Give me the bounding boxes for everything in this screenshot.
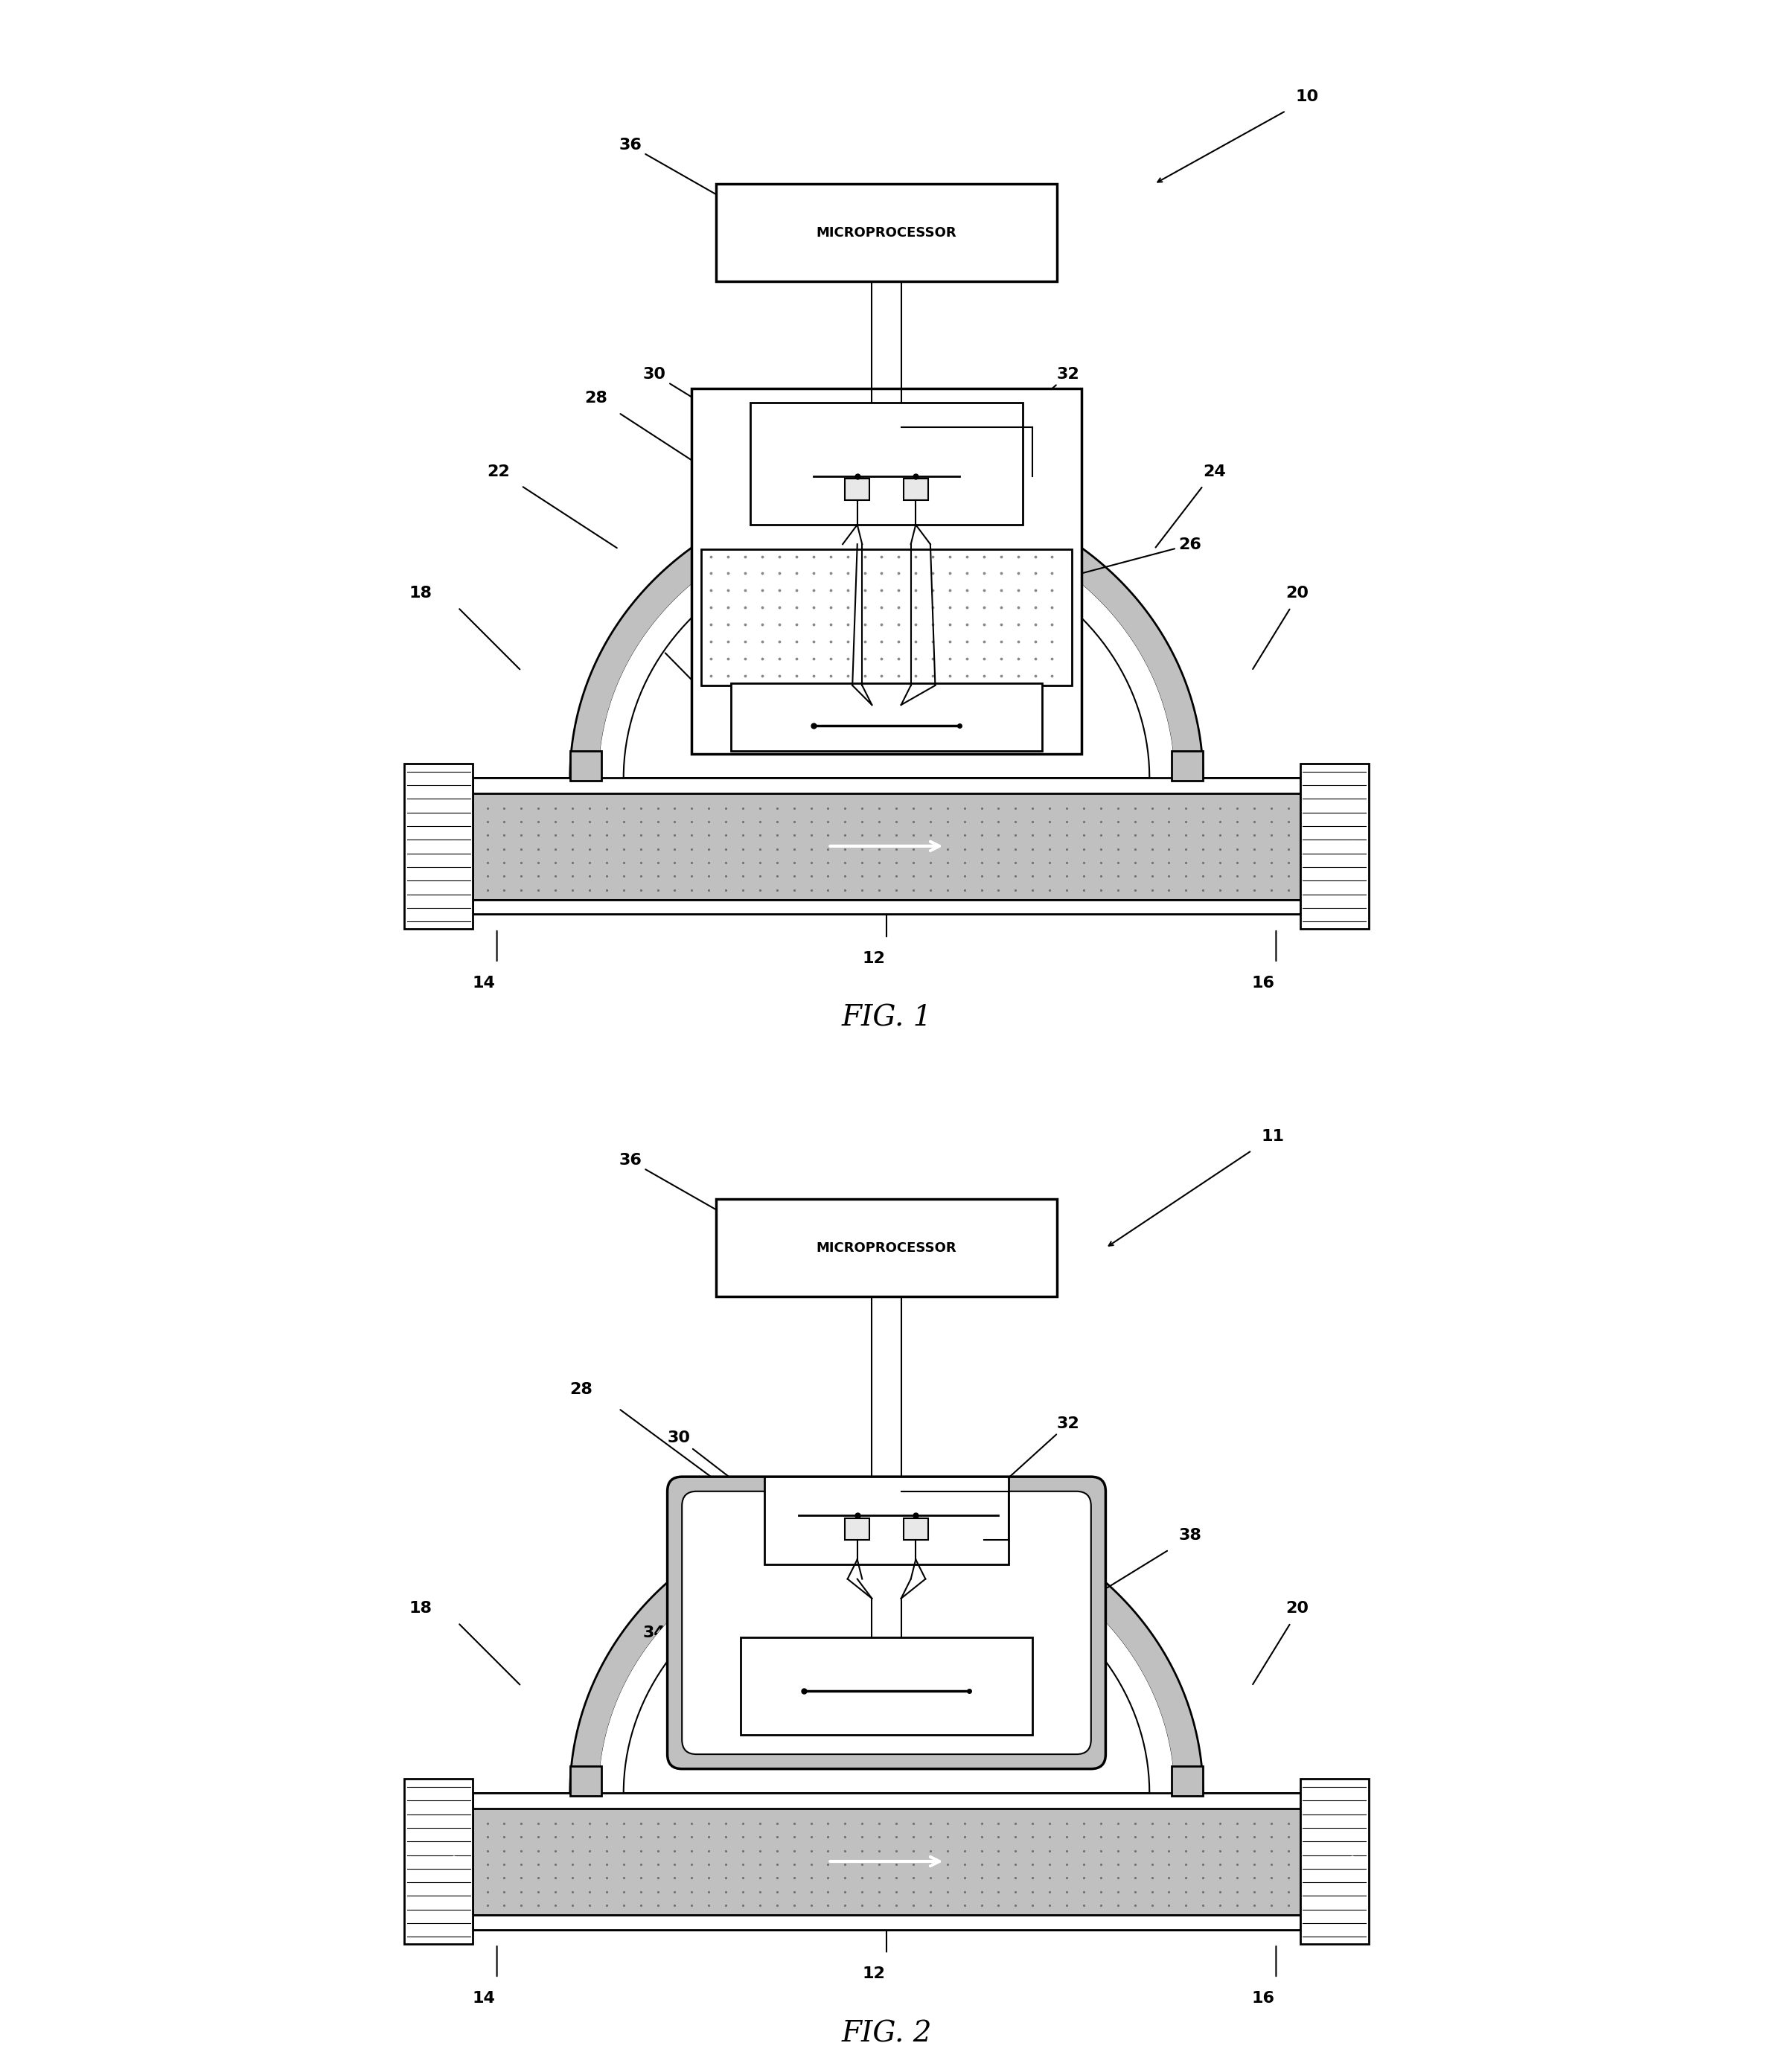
- Text: 30: 30: [667, 1432, 778, 1515]
- Bar: [569, 1767, 601, 1796]
- Text: 16: 16: [1252, 976, 1275, 990]
- Bar: [702, 549, 1071, 686]
- Bar: [904, 479, 927, 499]
- Polygon shape: [569, 485, 1204, 777]
- Text: 24: 24: [1204, 464, 1225, 479]
- Text: 26: 26: [1083, 537, 1202, 572]
- Bar: [473, 777, 1300, 794]
- Text: 20: 20: [1285, 586, 1308, 601]
- Bar: [1300, 1778, 1369, 1944]
- Bar: [1172, 1767, 1204, 1796]
- Text: 20: 20: [1285, 1602, 1308, 1616]
- Text: 14: 14: [473, 976, 496, 990]
- Text: 32: 32: [1011, 367, 1080, 427]
- Text: 32: 32: [995, 1415, 1080, 1490]
- Bar: [569, 752, 601, 781]
- Bar: [473, 1792, 1300, 1929]
- Bar: [404, 1778, 473, 1944]
- Text: 14: 14: [473, 1991, 496, 2006]
- FancyBboxPatch shape: [667, 1477, 1106, 1769]
- FancyBboxPatch shape: [683, 1492, 1090, 1755]
- Text: 30: 30: [644, 367, 762, 441]
- Bar: [473, 1915, 1300, 1929]
- Text: 36: 36: [619, 139, 739, 207]
- Bar: [846, 1519, 869, 1539]
- Polygon shape: [599, 516, 1174, 777]
- Bar: [473, 777, 1300, 914]
- Bar: [716, 184, 1057, 282]
- Text: 12: 12: [862, 1966, 885, 1981]
- Text: 18: 18: [410, 586, 433, 601]
- Bar: [716, 1200, 1057, 1297]
- Text: 10: 10: [1296, 89, 1319, 104]
- Polygon shape: [599, 1531, 1174, 1792]
- Text: FIG. 2: FIG. 2: [840, 2020, 933, 2047]
- Text: MICROPROCESSOR: MICROPROCESSOR: [816, 226, 957, 238]
- Bar: [473, 899, 1300, 914]
- Bar: [473, 1792, 1300, 1809]
- Text: 38: 38: [1179, 1529, 1202, 1544]
- Bar: [764, 1477, 1009, 1564]
- Bar: [473, 792, 1300, 899]
- Bar: [730, 684, 1043, 752]
- Text: 28: 28: [585, 392, 608, 406]
- Text: 34: 34: [644, 634, 729, 719]
- Bar: [404, 762, 473, 928]
- Bar: [473, 1807, 1300, 1915]
- Bar: [750, 402, 1023, 524]
- Text: 34: 34: [644, 1627, 739, 1709]
- Bar: [741, 1637, 1032, 1734]
- Text: FIG. 1: FIG. 1: [840, 1005, 933, 1032]
- Bar: [904, 1519, 927, 1539]
- Text: 16: 16: [1252, 1991, 1275, 2006]
- Text: 18: 18: [410, 1602, 433, 1616]
- Text: 28: 28: [569, 1382, 592, 1397]
- Text: 36: 36: [619, 1154, 739, 1222]
- Text: 12: 12: [862, 951, 885, 966]
- Text: MICROPROCESSOR: MICROPROCESSOR: [816, 1241, 957, 1254]
- Text: 11: 11: [1261, 1129, 1285, 1144]
- Text: 22: 22: [488, 464, 511, 479]
- Bar: [1172, 752, 1204, 781]
- Bar: [846, 479, 869, 499]
- Polygon shape: [569, 1500, 1204, 1792]
- Bar: [691, 387, 1082, 754]
- Bar: [1300, 762, 1369, 928]
